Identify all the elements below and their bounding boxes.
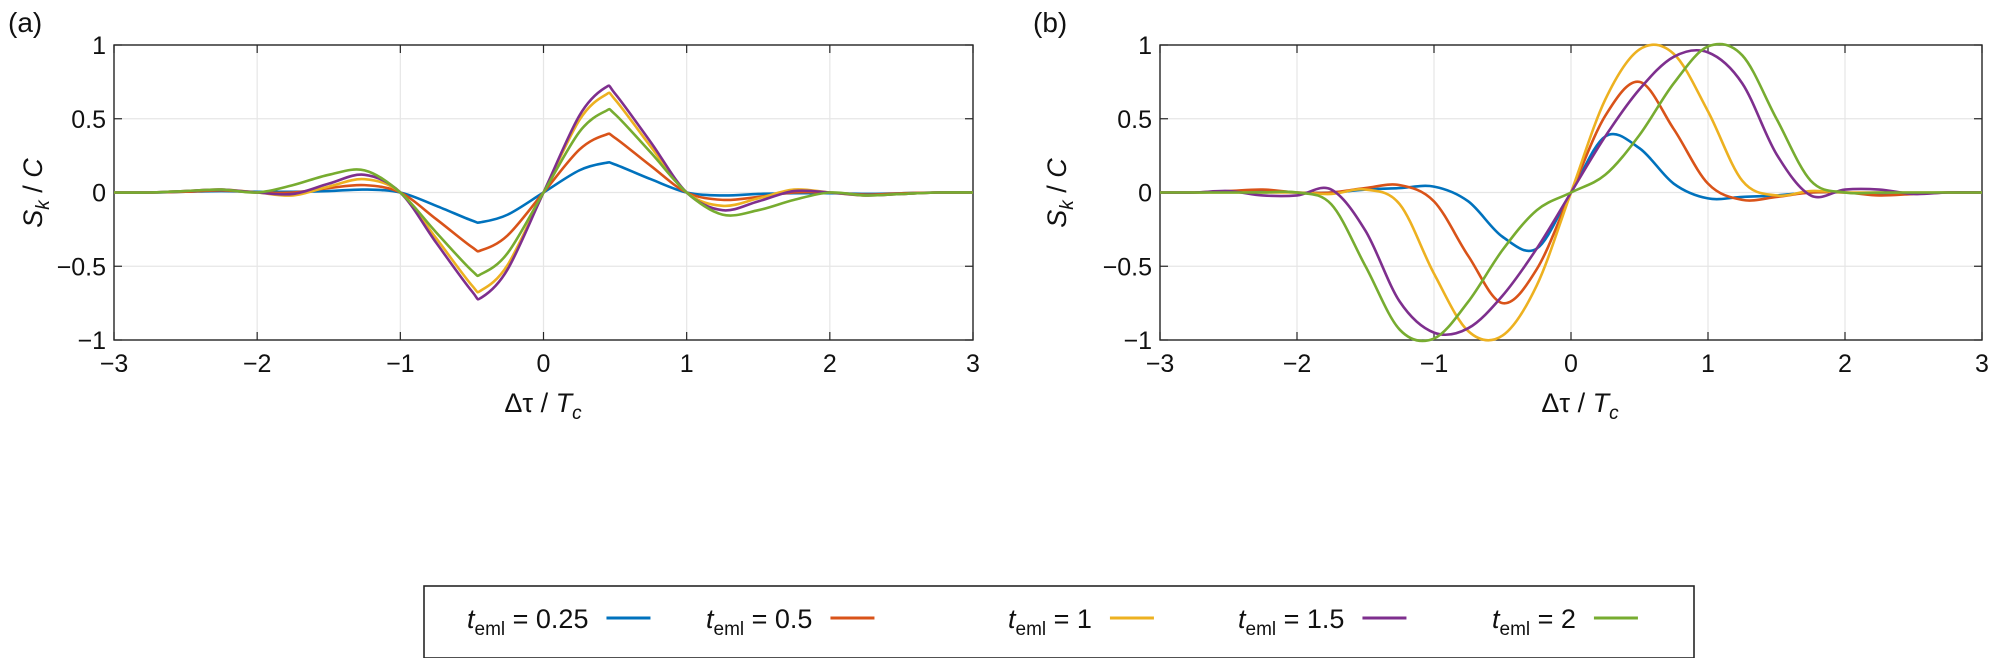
x-tick-label: 1	[680, 350, 694, 378]
y-label-subscript: k	[1057, 199, 1078, 210]
legend-value: = 0.5	[744, 604, 812, 634]
y-tick-label: −1	[1123, 327, 1152, 355]
y-label-subscript: k	[33, 199, 54, 210]
legend-entry-5: teml = 2	[1492, 604, 1638, 640]
y-tick-label: −0.5	[57, 253, 106, 281]
x-tick-label: 2	[823, 350, 837, 378]
x-label-subscript: c	[1609, 403, 1619, 424]
legend-symbol: t	[467, 604, 476, 634]
legend-subscript: eml	[475, 619, 506, 640]
x-tick-label: 3	[966, 350, 980, 378]
legend-label: teml = 0.5	[706, 604, 812, 640]
x-label-symbol: T	[556, 388, 575, 418]
y-tick-label: 0	[92, 180, 106, 208]
legend-symbol: t	[1492, 604, 1501, 634]
panel-label: (a)	[8, 7, 42, 38]
y-axis-label: Sk / C	[18, 158, 54, 228]
y-tick-label: 0	[1138, 180, 1152, 208]
x-label-numerator: Δτ /	[504, 388, 555, 418]
legend-entry-3: teml = 1	[1008, 604, 1154, 640]
legend-value: = 1.5	[1276, 604, 1344, 634]
x-tick-label: 1	[1701, 350, 1715, 378]
legend-value: = 1	[1046, 604, 1092, 634]
x-tick-label: 0	[1564, 350, 1578, 378]
x-tick-label: −1	[1420, 350, 1449, 378]
panel-label: (b)	[1033, 7, 1067, 38]
series-line-5	[1160, 42, 1982, 343]
legend-box	[423, 585, 1695, 658]
y-tick-label: 1	[1138, 32, 1152, 60]
legend-subscript: eml	[714, 619, 745, 640]
legend-entry-1: teml = 0.25	[467, 604, 651, 640]
y-label-symbol: S	[18, 210, 48, 228]
x-label-subscript: c	[572, 403, 582, 424]
x-label-symbol: T	[1593, 388, 1612, 418]
legend-label: teml = 0.25	[467, 604, 588, 640]
x-axis-label: Δτ / Tc	[1541, 388, 1619, 424]
legend-value: = 2	[1530, 604, 1576, 634]
legend-value: = 0.25	[505, 604, 588, 634]
x-tick-label: 3	[1975, 350, 1989, 378]
series-line-5	[113, 107, 974, 278]
y-label-slash: /	[1042, 178, 1072, 201]
chart-panel-b: −3 −2 −1 0 1 2 3 1 0.5 0 −0.5 −1 (b) Sk / C Δτ / Tc	[1033, 7, 1989, 424]
legend-label: teml = 1	[1008, 604, 1092, 640]
y-tick-label: −1	[77, 327, 106, 355]
y-tick-label: 1	[92, 32, 106, 60]
x-tick-label: −1	[386, 350, 415, 378]
y-tick-label: 0.5	[71, 106, 106, 134]
legend-label: teml = 2	[1492, 604, 1576, 640]
y-label-denominator: C	[1042, 158, 1072, 178]
x-tick-label: −2	[243, 350, 272, 378]
y-tick-label: 0.5	[1117, 106, 1152, 134]
x-tick-label: −2	[1283, 350, 1312, 378]
legend: teml = 0.25 teml = 0.5 teml = 1 teml = 1.5 t…	[423, 585, 1695, 658]
x-tick-label: −3	[1146, 350, 1175, 378]
x-tick-label: 0	[537, 350, 551, 378]
y-label-slash: /	[18, 178, 48, 201]
y-tick-label: −0.5	[1103, 253, 1152, 281]
y-label-symbol: S	[1042, 210, 1072, 228]
x-tick-label: 2	[1838, 350, 1852, 378]
legend-subscript: eml	[1016, 619, 1047, 640]
x-axis-label: Δτ / Tc	[504, 388, 582, 424]
legend-entry-2: teml = 0.5	[706, 604, 875, 640]
legend-entry-4: teml = 1.5	[1238, 604, 1407, 640]
x-label-numerator: Δτ /	[1541, 388, 1592, 418]
legend-label: teml = 1.5	[1238, 604, 1344, 640]
x-tick-label: −3	[100, 350, 129, 378]
legend-symbol: t	[1008, 604, 1017, 634]
chart-panel-a: −3 −2 −1 0 1 2 3 1 0.5 0 −0.5 −1 (a) Sk / C Δτ / Tc	[8, 7, 980, 424]
legend-subscript: eml	[1246, 619, 1277, 640]
legend-symbol: t	[1238, 604, 1247, 634]
y-label-denominator: C	[18, 158, 48, 178]
legend-subscript: eml	[1500, 619, 1531, 640]
y-axis-label: Sk / C	[1042, 158, 1078, 228]
legend-symbol: t	[706, 604, 715, 634]
